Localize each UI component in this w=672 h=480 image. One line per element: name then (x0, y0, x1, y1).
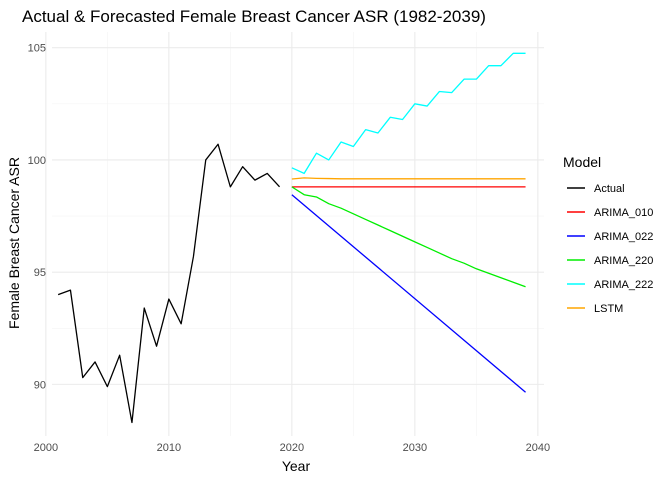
series-line-arima-022 (291, 194, 526, 393)
legend-label-arima-010: ARIMA_010 (594, 207, 653, 219)
chart-title: Actual & Forecasted Female Breast Cancer… (22, 7, 486, 26)
legend-label-arima-220: ARIMA_220 (594, 255, 653, 267)
axis-ticks: 2000 2010 2020 2030 2040 90 95 100 105 (28, 43, 550, 454)
legend-title: Model (563, 154, 601, 170)
y-tick-label: 105 (28, 43, 46, 55)
series-line-arima-222 (291, 52, 526, 175)
y-axis-title: Female Breast Cancer ASR (6, 157, 22, 329)
legend-label-lstm: LSTM (594, 303, 623, 315)
legend-label-actual: Actual (594, 183, 625, 195)
series-line-arima-220 (291, 186, 526, 288)
plot-grid (45, 32, 544, 436)
legend-label-arima-022: ARIMA_022 (594, 231, 653, 243)
x-tick-label: 2000 (34, 442, 58, 454)
x-tick-label: 2040 (526, 442, 550, 454)
x-tick-label: 2030 (403, 442, 427, 454)
y-tick-label: 100 (28, 155, 46, 167)
legend-label-arima-222: ARIMA_222 (594, 279, 653, 291)
legend: Model Actual ARIMA_010 ARIMA_022 ARIMA_220 A… (563, 154, 653, 315)
x-tick-label: 2010 (157, 442, 181, 454)
series-line-lstm (291, 177, 526, 180)
plot-series (57, 52, 526, 424)
series-line-actual (57, 143, 281, 424)
x-axis-title: Year (282, 458, 311, 474)
x-tick-label: 2020 (280, 442, 304, 454)
y-tick-label: 90 (34, 379, 46, 391)
y-tick-label: 95 (34, 267, 46, 279)
